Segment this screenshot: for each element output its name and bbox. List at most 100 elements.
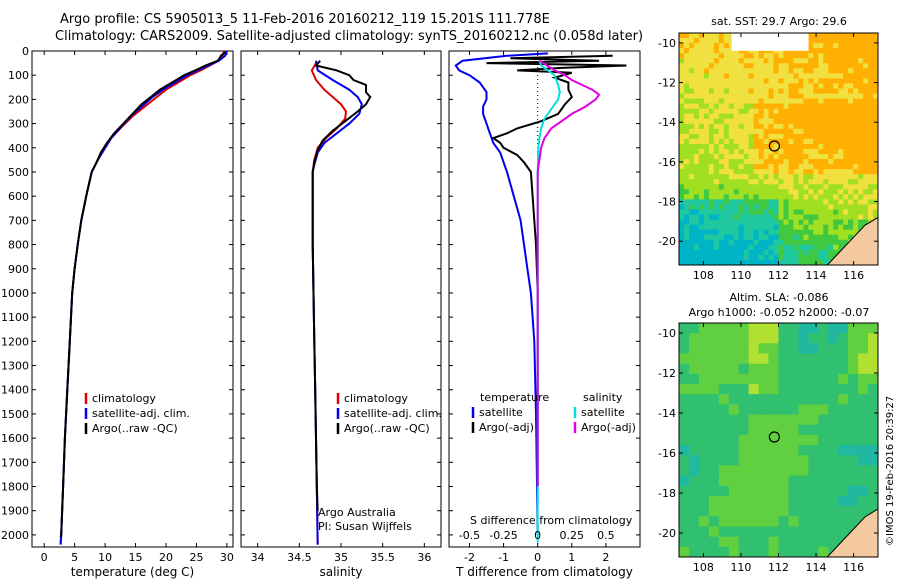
map-cell: [823, 93, 829, 99]
map-cell: [708, 133, 715, 140]
map-cell: [788, 219, 794, 226]
map-cell: [818, 179, 824, 185]
map-cell: [698, 239, 705, 246]
map-cell: [833, 43, 839, 49]
map-cell: [768, 214, 774, 221]
map-cell: [828, 343, 839, 354]
map-cell: [713, 63, 720, 69]
map-cell: [738, 214, 745, 221]
map-cell: [843, 58, 849, 64]
map-cell: [738, 219, 745, 226]
map-cell: [684, 244, 690, 251]
map-cell: [773, 184, 779, 190]
map-cell: [703, 189, 710, 195]
map-cell: [798, 343, 809, 354]
map-cell: [793, 234, 799, 241]
map-cell: [689, 214, 695, 221]
map-cell: [708, 58, 715, 64]
map-cell: [718, 194, 725, 200]
map-cell: [728, 38, 735, 44]
map-cell: [788, 58, 794, 64]
map-cell: [758, 333, 769, 344]
map-cell: [838, 214, 844, 221]
map-cell: [708, 404, 720, 416]
map-cell: [713, 189, 720, 195]
map-cell: [738, 353, 750, 365]
map-cell: [689, 546, 700, 558]
map-cell: [828, 394, 839, 405]
map-cell: [693, 209, 700, 215]
map-cell: [848, 48, 854, 54]
map-cell: [838, 333, 849, 344]
map-cell: [693, 169, 700, 175]
map-cell: [758, 546, 769, 558]
map-cell: [823, 189, 829, 195]
map-cell: [703, 214, 710, 221]
map-cell: [833, 229, 839, 236]
map-cell: [858, 414, 869, 426]
map-cell: [703, 93, 710, 99]
map-cell: [798, 53, 804, 59]
map-cell: [679, 189, 685, 195]
map-cell: [763, 189, 770, 195]
map-cell: [753, 113, 760, 120]
map-cell: [813, 98, 819, 105]
map-cell: [728, 73, 735, 79]
map-cell: [713, 149, 720, 155]
map-cell: [788, 384, 799, 395]
map-cell: [733, 78, 740, 84]
map-cell: [778, 108, 784, 115]
map-cell: [679, 234, 685, 241]
map-cell: [778, 144, 784, 150]
map-cell: [703, 38, 710, 44]
map-cell: [848, 434, 859, 446]
map-cell: [823, 58, 829, 64]
map-cell: [868, 98, 874, 105]
map-cell: [738, 123, 745, 130]
map-cell: [733, 58, 740, 64]
map-cell: [743, 194, 750, 200]
x-tick-label: 34.5: [287, 551, 312, 564]
map-cell: [853, 149, 859, 155]
map-cell: [728, 229, 735, 236]
map-cell: [873, 78, 879, 84]
map-cell: [853, 33, 859, 39]
map-cell: [793, 63, 799, 69]
map-cell: [723, 144, 730, 150]
map-cell: [758, 194, 765, 200]
map-cell: [863, 73, 869, 79]
map-cell: [778, 164, 784, 170]
map-cell: [758, 239, 765, 246]
map-cell: [793, 118, 799, 125]
map-cell: [723, 224, 730, 231]
map-cell: [733, 244, 740, 251]
map-cell: [793, 108, 799, 115]
x-tick-label: 2: [602, 551, 609, 564]
map-cell: [698, 363, 710, 375]
map-cell: [748, 108, 755, 115]
map-cell: [813, 108, 819, 115]
map-cell: [833, 244, 839, 251]
map-cell: [863, 149, 869, 155]
map-cell: [793, 133, 799, 140]
map-cell: [723, 149, 730, 155]
map-cell: [853, 108, 859, 115]
map-cell: [808, 224, 814, 231]
map-cell: [783, 204, 789, 210]
map-cell: [743, 138, 750, 145]
map-cell: [778, 323, 789, 334]
map-cell: [828, 526, 839, 538]
map-cell: [808, 38, 814, 44]
map-cell: [803, 138, 809, 145]
map-cell: [788, 93, 794, 99]
map-cell: [828, 179, 834, 185]
map-cell: [763, 224, 770, 231]
map-cell: [698, 496, 710, 507]
map-cell: [828, 214, 834, 221]
map-cell: [848, 98, 854, 105]
map-cell: [713, 133, 720, 140]
map-cell: [748, 179, 755, 185]
map-cell: [868, 424, 879, 436]
map-cell: [698, 88, 705, 94]
map-cell: [778, 98, 784, 105]
